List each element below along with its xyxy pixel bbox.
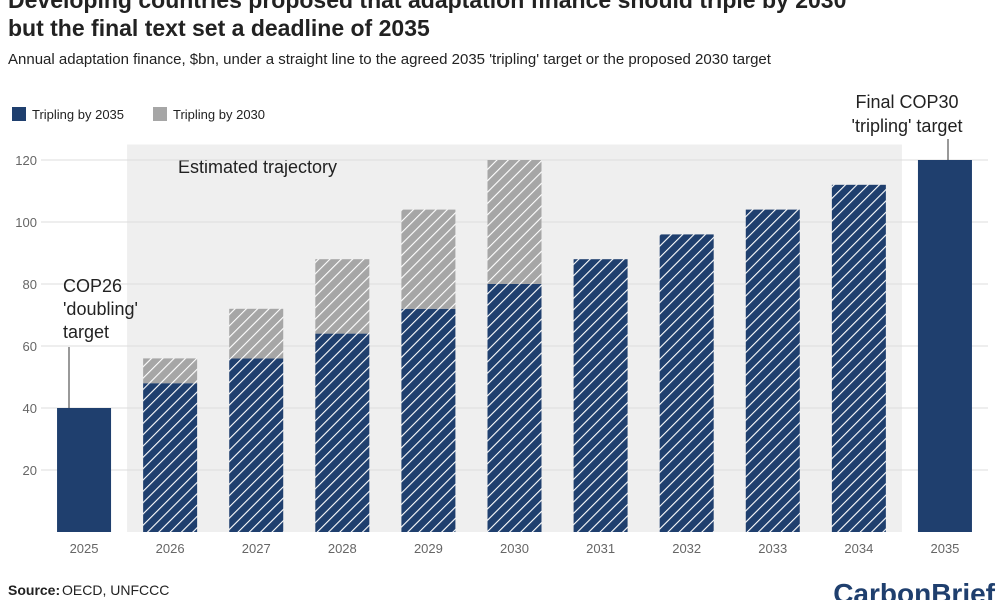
source: OECD, UNFCCC	[62, 582, 169, 598]
x-tick-label: 2033	[758, 541, 787, 556]
bar	[315, 259, 370, 334]
x-tick-label: 2031	[586, 541, 615, 556]
chart-subtitle: Annual adaptation finance, $bn, under a …	[8, 51, 772, 68]
x-tick-label: 2030	[500, 541, 529, 556]
bar	[143, 358, 198, 384]
annotation: COP26	[63, 276, 122, 296]
bar	[831, 184, 886, 533]
bar	[57, 408, 112, 532]
annotation: 'tripling' target	[852, 116, 963, 136]
source-label: Source:	[8, 582, 60, 598]
y-tick-label: 120	[15, 153, 37, 168]
shaded-label: Estimated trajectory	[178, 157, 337, 177]
y-tick-label: 20	[23, 463, 37, 478]
bar	[573, 259, 628, 532]
y-tick-label: 100	[15, 215, 37, 230]
x-tick-label: 2026	[156, 541, 185, 556]
bar	[917, 160, 972, 532]
chart-title: but the final text set a deadline of 203…	[8, 15, 430, 41]
y-tick-label: 60	[23, 339, 37, 354]
legend-swatch	[153, 107, 167, 121]
chart-title: Developing countries proposed that adapt…	[8, 0, 846, 13]
bar	[659, 234, 714, 532]
legend-label: Tripling by 2030	[173, 107, 265, 122]
bar	[745, 209, 800, 532]
legend-label: Tripling by 2035	[32, 107, 124, 122]
legend-swatch	[12, 107, 26, 121]
x-tick-label: 2029	[414, 541, 443, 556]
annotation: target	[63, 322, 109, 342]
x-tick-label: 2025	[70, 541, 99, 556]
annotation: 'doubling'	[63, 299, 138, 319]
bar	[229, 358, 284, 532]
x-tick-label: 2032	[672, 541, 701, 556]
x-tick-label: 2027	[242, 541, 271, 556]
bar	[401, 308, 456, 532]
bar	[487, 284, 542, 532]
brand-logo: CarbonBrief	[833, 578, 995, 600]
x-tick-label: 2034	[844, 541, 873, 556]
x-tick-label: 2028	[328, 541, 357, 556]
bar	[401, 209, 456, 309]
y-tick-label: 80	[23, 277, 37, 292]
bar	[229, 308, 284, 359]
y-tick-label: 40	[23, 401, 37, 416]
annotation: Final COP30	[855, 92, 958, 112]
bar	[315, 333, 370, 532]
x-tick-label: 2035	[930, 541, 959, 556]
bar	[143, 383, 198, 532]
bar	[487, 160, 542, 284]
